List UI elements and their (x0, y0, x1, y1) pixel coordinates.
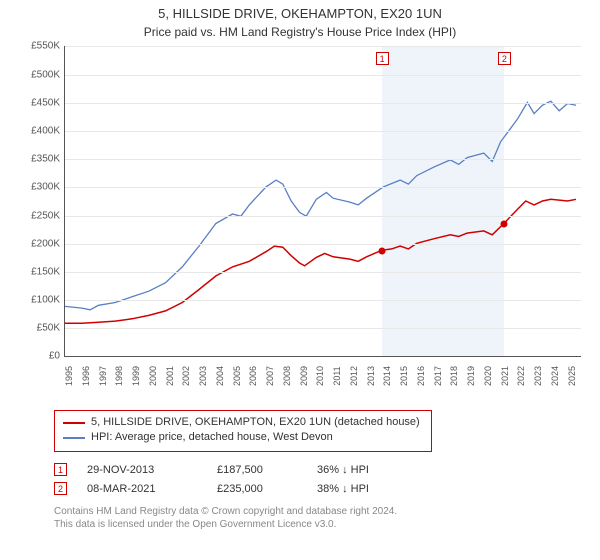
sale-row-marker: 2 (54, 482, 67, 495)
y-tick-label: £150K (20, 266, 60, 277)
x-tick-label: 2024 (550, 366, 560, 386)
x-tick-label: 2012 (349, 366, 359, 386)
legend-item: 5, HILLSIDE DRIVE, OKEHAMPTON, EX20 1UN … (63, 415, 423, 430)
series-line-hpi (65, 102, 576, 311)
gridline-h (65, 300, 581, 301)
x-tick-label: 2014 (382, 366, 392, 386)
gridline-h (65, 187, 581, 188)
x-tick-label: 1997 (98, 366, 108, 386)
x-tick-label: 2022 (516, 366, 526, 386)
y-tick-label: £0 (20, 351, 60, 362)
sale-marker-1: 1 (376, 52, 389, 65)
chart-container: 5, HILLSIDE DRIVE, OKEHAMPTON, EX20 1UN … (0, 0, 600, 560)
y-tick-label: £250K (20, 210, 60, 221)
x-tick-label: 2025 (567, 366, 577, 386)
legend-label: 5, HILLSIDE DRIVE, OKEHAMPTON, EX20 1UN … (91, 415, 420, 430)
y-tick-label: £300K (20, 182, 60, 193)
line-chart-svg (65, 46, 581, 356)
x-tick-label: 2001 (165, 366, 175, 386)
sale-row: 2 08-MAR-2021 £235,000 38% ↓ HPI (54, 479, 590, 498)
sale-price: £235,000 (217, 483, 297, 495)
x-tick-label: 2004 (215, 366, 225, 386)
x-tick-label: 2003 (198, 366, 208, 386)
gridline-h (65, 131, 581, 132)
gridline-h (65, 159, 581, 160)
y-tick-label: £550K (20, 41, 60, 52)
x-tick-label: 2010 (315, 366, 325, 386)
y-tick-label: £450K (20, 97, 60, 108)
sale-date: 08-MAR-2021 (87, 483, 197, 495)
chart-subtitle: Price paid vs. HM Land Registry's House … (10, 25, 590, 41)
x-tick-label: 2015 (399, 366, 409, 386)
chart-area: £0 £50K £100K £150K £200K £250K £300K £350K £400… (20, 46, 580, 376)
sale-delta: 38% ↓ HPI (317, 483, 407, 495)
x-tick-label: 1998 (114, 366, 124, 386)
gridline-h (65, 216, 581, 217)
x-axis-labels: 1995199619971998199920002001200220032004… (64, 358, 580, 378)
x-tick-label: 1999 (131, 366, 141, 386)
gridline-h (65, 244, 581, 245)
x-tick-label: 2013 (366, 366, 376, 386)
sale-row-marker: 1 (54, 463, 67, 476)
sale-price: £187,500 (217, 464, 297, 476)
gridline-h (65, 46, 581, 47)
legend-swatch (63, 437, 85, 439)
y-tick-label: £200K (20, 238, 60, 249)
gridline-h (65, 328, 581, 329)
sale-delta: 36% ↓ HPI (317, 464, 407, 476)
series-line-property_price (65, 200, 576, 324)
footer-line-1: Contains HM Land Registry data © Crown c… (54, 506, 590, 519)
sale-marker-2: 2 (498, 52, 511, 65)
x-tick-label: 2007 (265, 366, 275, 386)
x-tick-label: 2016 (416, 366, 426, 386)
x-tick-label: 1996 (81, 366, 91, 386)
y-tick-label: £500K (20, 69, 60, 80)
x-tick-label: 2006 (248, 366, 258, 386)
legend-item: HPI: Average price, detached house, West… (63, 430, 423, 445)
x-tick-label: 2005 (232, 366, 242, 386)
attribution-footer: Contains HM Land Registry data © Crown c… (54, 506, 590, 531)
x-tick-label: 2019 (466, 366, 476, 386)
x-tick-label: 2000 (148, 366, 158, 386)
footer-line-2: This data is licensed under the Open Gov… (54, 519, 590, 532)
y-tick-label: £350K (20, 154, 60, 165)
y-tick-label: £100K (20, 295, 60, 306)
x-tick-label: 2009 (299, 366, 309, 386)
sales-table: 1 29-NOV-2013 £187,500 36% ↓ HPI 2 08-MAR-202… (54, 460, 590, 498)
x-tick-label: 2011 (332, 367, 342, 386)
legend-label: HPI: Average price, detached house, West… (91, 430, 333, 445)
legend-swatch (63, 422, 85, 424)
x-tick-label: 2018 (449, 366, 459, 386)
gridline-h (65, 75, 581, 76)
x-tick-label: 2002 (181, 366, 191, 386)
plot-area: 12 (64, 46, 581, 357)
chart-title: 5, HILLSIDE DRIVE, OKEHAMPTON, EX20 1UN (10, 6, 590, 23)
sale-dot-2 (500, 221, 507, 228)
x-tick-label: 2021 (500, 366, 510, 386)
x-tick-label: 2017 (433, 366, 443, 386)
gridline-h (65, 272, 581, 273)
sale-dot-1 (378, 247, 385, 254)
legend: 5, HILLSIDE DRIVE, OKEHAMPTON, EX20 1UN … (54, 410, 432, 452)
x-tick-label: 1995 (64, 366, 74, 386)
y-tick-label: £400K (20, 126, 60, 137)
x-tick-label: 2023 (533, 366, 543, 386)
sale-row: 1 29-NOV-2013 £187,500 36% ↓ HPI (54, 460, 590, 479)
gridline-h (65, 103, 581, 104)
x-tick-label: 2008 (282, 366, 292, 386)
x-tick-label: 2020 (483, 366, 493, 386)
sale-date: 29-NOV-2013 (87, 464, 197, 476)
y-tick-label: £50K (20, 323, 60, 334)
